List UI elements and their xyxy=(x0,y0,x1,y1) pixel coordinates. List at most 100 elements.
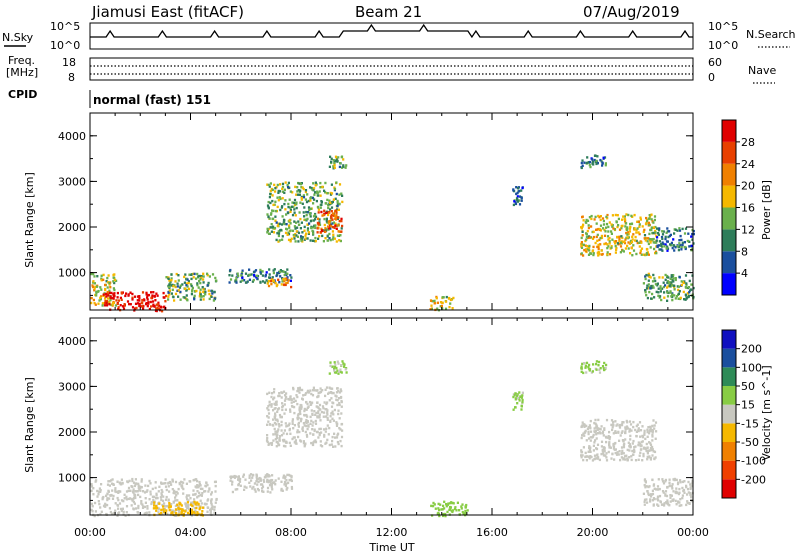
echo-cell xyxy=(266,227,269,231)
echo-cell xyxy=(645,485,648,488)
echo-cell xyxy=(512,203,515,207)
echo-cell xyxy=(176,285,179,288)
echo-cell xyxy=(284,422,287,425)
echo-cell xyxy=(111,478,114,481)
echo-cell xyxy=(261,274,264,277)
echo-cell xyxy=(231,490,234,494)
echo-cell xyxy=(580,226,583,229)
echo-cell xyxy=(314,239,317,243)
echo-cell xyxy=(276,271,279,275)
x-axis-label: Time UT xyxy=(368,541,414,554)
echo-cell xyxy=(251,280,254,283)
echo-cell xyxy=(518,189,521,193)
echo-cell xyxy=(663,502,666,505)
echo-cell xyxy=(163,502,166,505)
echo-cell xyxy=(450,298,453,301)
echo-cell xyxy=(96,495,99,498)
echo-cell xyxy=(292,400,295,403)
echo-cell xyxy=(274,190,277,193)
echo-cell xyxy=(613,458,616,461)
echo-cell xyxy=(283,283,286,286)
echo-cell xyxy=(119,304,122,307)
echo-cell xyxy=(281,215,284,218)
echo-cell xyxy=(229,268,232,272)
echo-cell xyxy=(617,430,620,434)
echo-cell xyxy=(302,442,305,445)
echo-cell xyxy=(125,490,129,493)
echo-cell xyxy=(100,510,103,513)
echo-cell xyxy=(672,274,675,277)
echo-cell xyxy=(294,185,297,189)
echo-cell xyxy=(236,272,239,275)
echo-cell xyxy=(318,403,322,407)
echo-cell xyxy=(651,238,654,241)
echo-cell xyxy=(266,480,269,483)
echo-cell xyxy=(666,274,669,278)
echo-cell xyxy=(102,293,105,296)
echo-cell xyxy=(656,282,659,285)
echo-cell xyxy=(669,494,672,497)
echo-cell xyxy=(686,239,689,243)
echo-cell xyxy=(594,439,597,442)
echo-cell xyxy=(141,291,145,294)
echo-cell xyxy=(649,425,652,429)
echo-cell xyxy=(318,416,321,419)
echo-cell xyxy=(651,492,655,496)
echo-cell xyxy=(269,279,272,283)
echo-cell xyxy=(339,370,342,373)
echo-cell xyxy=(628,242,631,245)
echo-cell xyxy=(297,425,300,428)
echo-cell xyxy=(295,230,298,233)
echo-cell xyxy=(660,244,663,247)
echo-cell xyxy=(622,452,625,455)
echo-cell xyxy=(198,279,201,283)
echo-cell xyxy=(100,277,103,280)
echo-cell xyxy=(300,238,304,241)
echo-cell xyxy=(293,198,297,202)
echo-cell xyxy=(166,512,169,516)
echo-cell xyxy=(689,493,692,497)
echo-cell xyxy=(626,244,629,248)
echo-cell xyxy=(657,488,660,491)
echo-cell xyxy=(110,303,113,307)
echo-cell xyxy=(274,438,277,441)
echo-cell xyxy=(127,489,130,493)
echo-cell xyxy=(616,235,619,239)
echo-cell xyxy=(294,439,297,442)
echo-cell xyxy=(655,245,658,248)
echo-cell xyxy=(173,492,176,495)
echo-cell xyxy=(243,279,246,282)
echo-cell xyxy=(177,274,180,277)
echo-cell xyxy=(286,424,289,427)
echo-cell xyxy=(309,215,312,218)
echo-cell xyxy=(626,236,629,239)
echo-cell xyxy=(257,480,260,484)
echo-cell xyxy=(326,424,329,427)
echo-cell xyxy=(170,511,173,515)
echo-cell xyxy=(154,309,158,312)
echo-cell xyxy=(202,506,205,509)
echo-cell xyxy=(330,210,333,213)
echo-cell xyxy=(337,370,341,373)
echo-cell xyxy=(593,454,597,457)
echo-cell xyxy=(691,232,694,236)
echo-cell xyxy=(112,294,115,298)
echo-cell xyxy=(612,447,615,450)
echo-cell xyxy=(106,286,109,289)
echo-cell xyxy=(437,513,440,516)
echo-cell xyxy=(200,494,203,497)
echo-cell xyxy=(213,297,216,300)
echo-cell xyxy=(648,429,651,433)
echo-cell xyxy=(580,454,583,457)
echo-cell xyxy=(314,226,317,230)
echo-cell xyxy=(329,415,332,418)
echo-cell xyxy=(580,242,583,246)
echo-cell xyxy=(278,239,281,242)
echo-cell xyxy=(202,275,205,278)
echo-cell xyxy=(651,439,654,442)
echo-cell xyxy=(106,492,109,495)
echo-cell xyxy=(156,506,159,510)
echo-cell xyxy=(156,303,159,306)
echo-cell xyxy=(269,213,273,216)
